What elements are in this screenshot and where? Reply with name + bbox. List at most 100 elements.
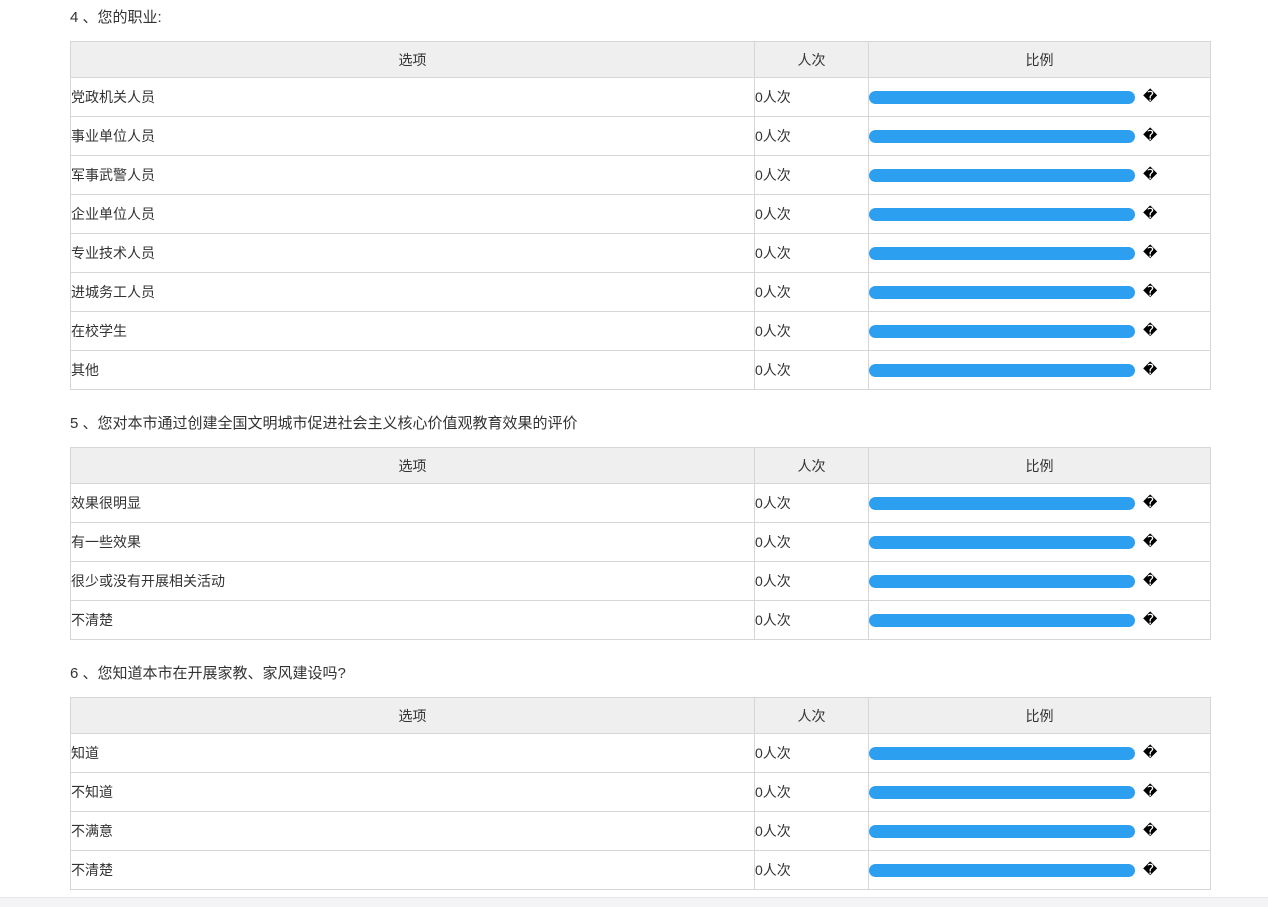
ratio-bar-wrap: � (869, 746, 1210, 760)
ratio-cell: � (868, 600, 1211, 640)
ratio-bar (869, 613, 1135, 627)
ratio-cell: � (868, 194, 1211, 234)
table-row: 专业技术人员 0人次 � (70, 233, 1211, 273)
count-cell: 0人次 (754, 233, 869, 273)
option-cell: 在校学生 (70, 311, 755, 351)
count-cell: 0人次 (754, 850, 869, 890)
table-row: 很少或没有开展相关活动 0人次 � (70, 561, 1211, 601)
count-cell: 0人次 (754, 600, 869, 640)
option-cell: 很少或没有开展相关活动 (70, 561, 755, 601)
ratio-bar-wrap: � (869, 613, 1210, 627)
table-row: 有一些效果 0人次 � (70, 522, 1211, 562)
option-cell: 其他 (70, 350, 755, 390)
ratio-value-label: � (1142, 612, 1158, 628)
ratio-bar (869, 785, 1135, 799)
ratio-cell: � (868, 272, 1211, 312)
table-row: 军事武警人员 0人次 � (70, 155, 1211, 195)
count-cell: 0人次 (754, 194, 869, 234)
ratio-value-label: � (1142, 784, 1158, 800)
option-cell: 知道 (70, 733, 755, 773)
ratio-value-label: � (1142, 245, 1158, 261)
ratio-value-label: � (1142, 89, 1158, 105)
option-cell: 军事武警人员 (70, 155, 755, 195)
ratio-bar-wrap: � (869, 207, 1210, 221)
table-row: 企业单位人员 0人次 � (70, 194, 1211, 234)
option-cell: 不清楚 (70, 600, 755, 640)
results-table: 选项 人次 比例 党政机关人员 0人次 � 事业单位人员 0人次 � 军事武警人员 0人次 � 企业单位… (70, 41, 1211, 390)
ratio-bar (869, 574, 1135, 588)
ratio-bar (869, 535, 1135, 549)
ratio-bar-wrap: � (869, 824, 1210, 838)
ratio-cell: � (868, 772, 1211, 812)
results-table: 选项 人次 比例 知道 0人次 � 不知道 0人次 � 不满意 0人次 � 不清楚 0人次 � (70, 697, 1211, 890)
column-header-count: 人次 (754, 447, 869, 484)
results-table: 选项 人次 比例 效果很明显 0人次 � 有一些效果 0人次 � 很少或没有开展相关活动 0人次 � 不… (70, 447, 1211, 640)
footer-strip (0, 897, 1268, 907)
table-row: 党政机关人员 0人次 � (70, 77, 1211, 117)
ratio-bar (869, 363, 1135, 377)
option-cell: 事业单位人员 (70, 116, 755, 156)
table-row: 在校学生 0人次 � (70, 311, 1211, 351)
table-row: 进城务工人员 0人次 � (70, 272, 1211, 312)
ratio-bar-wrap: � (869, 785, 1210, 799)
table-row: 效果很明显 0人次 � (70, 483, 1211, 523)
ratio-bar (869, 207, 1135, 221)
count-cell: 0人次 (754, 483, 869, 523)
question-section: 4 、您的职业: 选项 人次 比例 党政机关人员 0人次 � 事业单位人员 0人次 � 军事武警人员… (70, 10, 1211, 390)
questions-container: 4 、您的职业: 选项 人次 比例 党政机关人员 0人次 � 事业单位人员 0人次 � 军事武警人员… (70, 10, 1211, 890)
ratio-cell: � (868, 350, 1211, 390)
ratio-bar-wrap: � (869, 285, 1210, 299)
ratio-bar (869, 324, 1135, 338)
ratio-cell: � (868, 811, 1211, 851)
table-row: 不清楚 0人次 � (70, 600, 1211, 640)
ratio-bar-wrap: � (869, 574, 1210, 588)
count-cell: 0人次 (754, 733, 869, 773)
table-row: 不清楚 0人次 � (70, 850, 1211, 890)
ratio-value-label: � (1142, 128, 1158, 144)
count-cell: 0人次 (754, 561, 869, 601)
question-title: 6 、您知道本市在开展家教、家风建设吗? (70, 665, 346, 682)
column-header-ratio: 比例 (868, 41, 1211, 78)
ratio-bar (869, 129, 1135, 143)
column-header-count: 人次 (754, 697, 869, 734)
ratio-value-label: � (1142, 167, 1158, 183)
question-section: 5 、您对本市通过创建全国文明城市促进社会主义核心价值观教育效果的评价 选项 人次比… (70, 416, 1211, 640)
ratio-value-label: � (1142, 534, 1158, 550)
count-cell: 0人次 (754, 77, 869, 117)
count-cell: 0人次 (754, 311, 869, 351)
ratio-value-label: � (1142, 284, 1158, 300)
question-section: 6 、您知道本市在开展家教、家风建设吗? 选项 人次 比例 知道 0人次 � 不知道 0人次 � 不… (70, 666, 1211, 890)
ratio-value-label: � (1142, 823, 1158, 839)
count-cell: 0人次 (754, 272, 869, 312)
table-row: 事业单位人员 0人次 � (70, 116, 1211, 156)
option-cell: 有一些效果 (70, 522, 755, 562)
table-row: 不知道 0人次 � (70, 772, 1211, 812)
ratio-value-label: � (1142, 573, 1158, 589)
ratio-value-label: � (1142, 362, 1158, 378)
ratio-cell: � (868, 77, 1211, 117)
question-title: 4 、您的职业: (70, 9, 162, 26)
ratio-value-label: � (1142, 745, 1158, 761)
ratio-value-label: � (1142, 323, 1158, 339)
option-cell: 不满意 (70, 811, 755, 851)
ratio-cell: � (868, 522, 1211, 562)
ratio-bar (869, 496, 1135, 510)
ratio-bar (869, 863, 1135, 877)
ratio-cell: � (868, 561, 1211, 601)
ratio-bar (869, 90, 1135, 104)
ratio-value-label: � (1142, 206, 1158, 222)
option-cell: 效果很明显 (70, 483, 755, 523)
count-cell: 0人次 (754, 116, 869, 156)
ratio-cell: � (868, 733, 1211, 773)
table-row: 其他 0人次 � (70, 350, 1211, 390)
ratio-bar (869, 246, 1135, 260)
ratio-bar-wrap: � (869, 324, 1210, 338)
ratio-bar-wrap: � (869, 246, 1210, 260)
option-cell: 党政机关人员 (70, 77, 755, 117)
column-header-option: 选项 (70, 41, 755, 78)
count-cell: 0人次 (754, 350, 869, 390)
option-cell: 不知道 (70, 772, 755, 812)
option-cell: 进城务工人员 (70, 272, 755, 312)
option-cell: 专业技术人员 (70, 233, 755, 273)
